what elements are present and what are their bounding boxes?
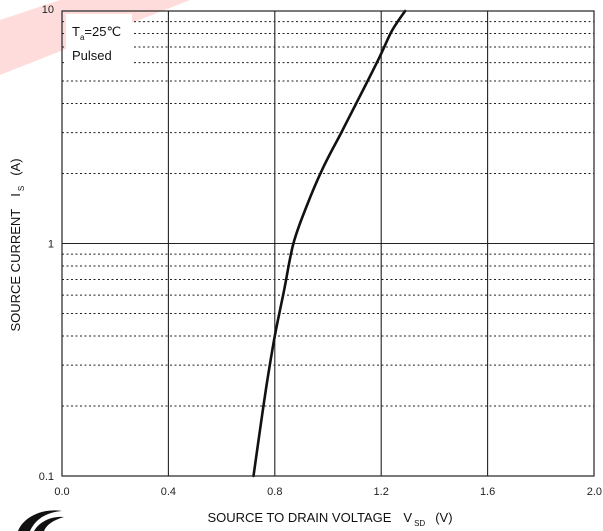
y-axis-title: SOURCE CURRENT	[8, 209, 23, 332]
y-axis-symbol: I	[8, 193, 23, 197]
y-axis-label-group: SOURCE CURRENT IS (A)	[8, 158, 26, 331]
logo-icon	[18, 510, 64, 531]
annotation-value: =25℃	[84, 24, 121, 39]
x-axis-unit: (V)	[435, 510, 452, 525]
x-axis-label: SOURCE TO DRAIN VOLTAGE V SD (V)	[207, 510, 452, 528]
tick-labels: 0.0 0.4 0.8 1.2 1.6 2.0 0.1 1 10	[39, 4, 602, 498]
x-axis-title: SOURCE TO DRAIN VOLTAGE	[207, 510, 391, 525]
grid	[62, 11, 594, 476]
x-axis-symbol-sub: SD	[414, 519, 425, 528]
y-axis-label: SOURCE CURRENT IS (A)	[8, 158, 26, 331]
y-tick-label: 0.1	[39, 471, 54, 483]
annotation-bg	[66, 14, 132, 66]
annotation: Ta=25℃ Pulsed	[66, 14, 132, 66]
y-tick-label: 10	[42, 4, 54, 16]
plot-frame	[61, 10, 595, 477]
annotation-line1: Ta=25℃	[72, 24, 121, 42]
x-tick-label: 0.4	[161, 486, 176, 498]
annotation-symbol: T	[72, 24, 80, 39]
x-tick-label: 1.2	[374, 486, 389, 498]
annotation-sub: a	[80, 33, 85, 42]
x-tick-label: 0.8	[267, 486, 282, 498]
x-axis-symbol: V	[403, 510, 412, 525]
annotation-line2: Pulsed	[72, 48, 112, 63]
x-tick-label: 2.0	[587, 486, 602, 498]
x-tick-label: 0.0	[54, 486, 69, 498]
y-axis-unit: (A)	[8, 158, 23, 175]
series-line	[252, 9, 407, 478]
y-tick-label: 1	[48, 239, 54, 251]
y-axis-symbol-sub: S	[17, 186, 26, 191]
x-tick-label: 1.6	[480, 486, 495, 498]
